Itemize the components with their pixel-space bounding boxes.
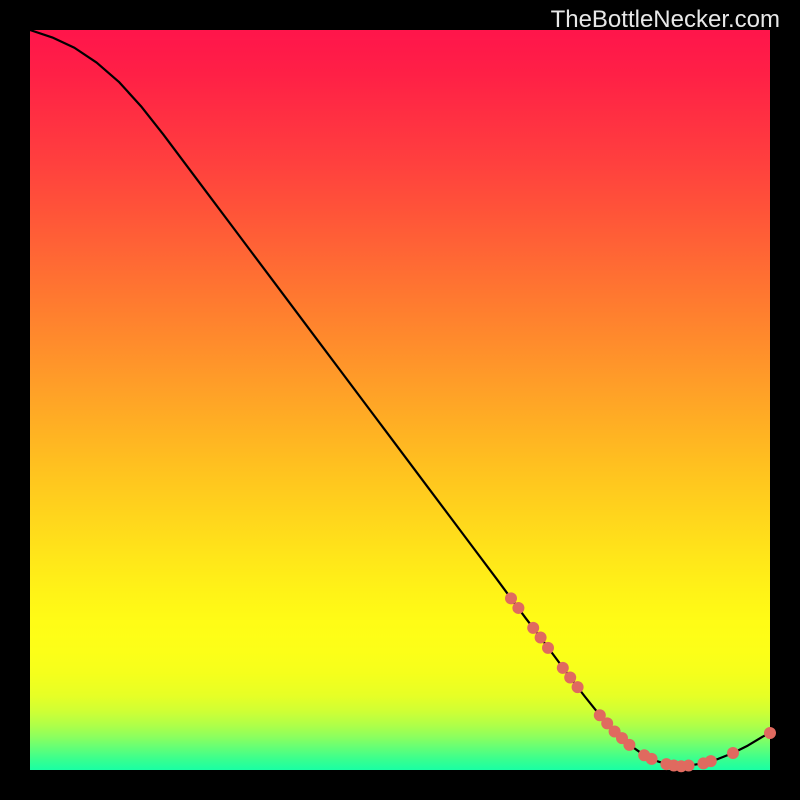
curve-marker <box>764 727 776 739</box>
curve-marker <box>683 760 695 772</box>
curve-marker <box>564 672 576 684</box>
curve-marker <box>542 642 554 654</box>
curve-marker <box>705 755 717 767</box>
curve-marker <box>535 632 547 644</box>
plot-background <box>30 30 770 770</box>
curve-marker <box>512 602 524 614</box>
chart-svg <box>0 0 800 800</box>
curve-marker <box>527 622 539 634</box>
curve-marker <box>557 662 569 674</box>
curve-marker <box>505 592 517 604</box>
curve-marker <box>572 681 584 693</box>
curve-marker <box>623 739 635 751</box>
curve-marker <box>646 753 658 765</box>
chart-stage: TheBottleNecker.com <box>0 0 800 800</box>
curve-marker <box>727 747 739 759</box>
watermark-text: TheBottleNecker.com <box>551 6 780 34</box>
